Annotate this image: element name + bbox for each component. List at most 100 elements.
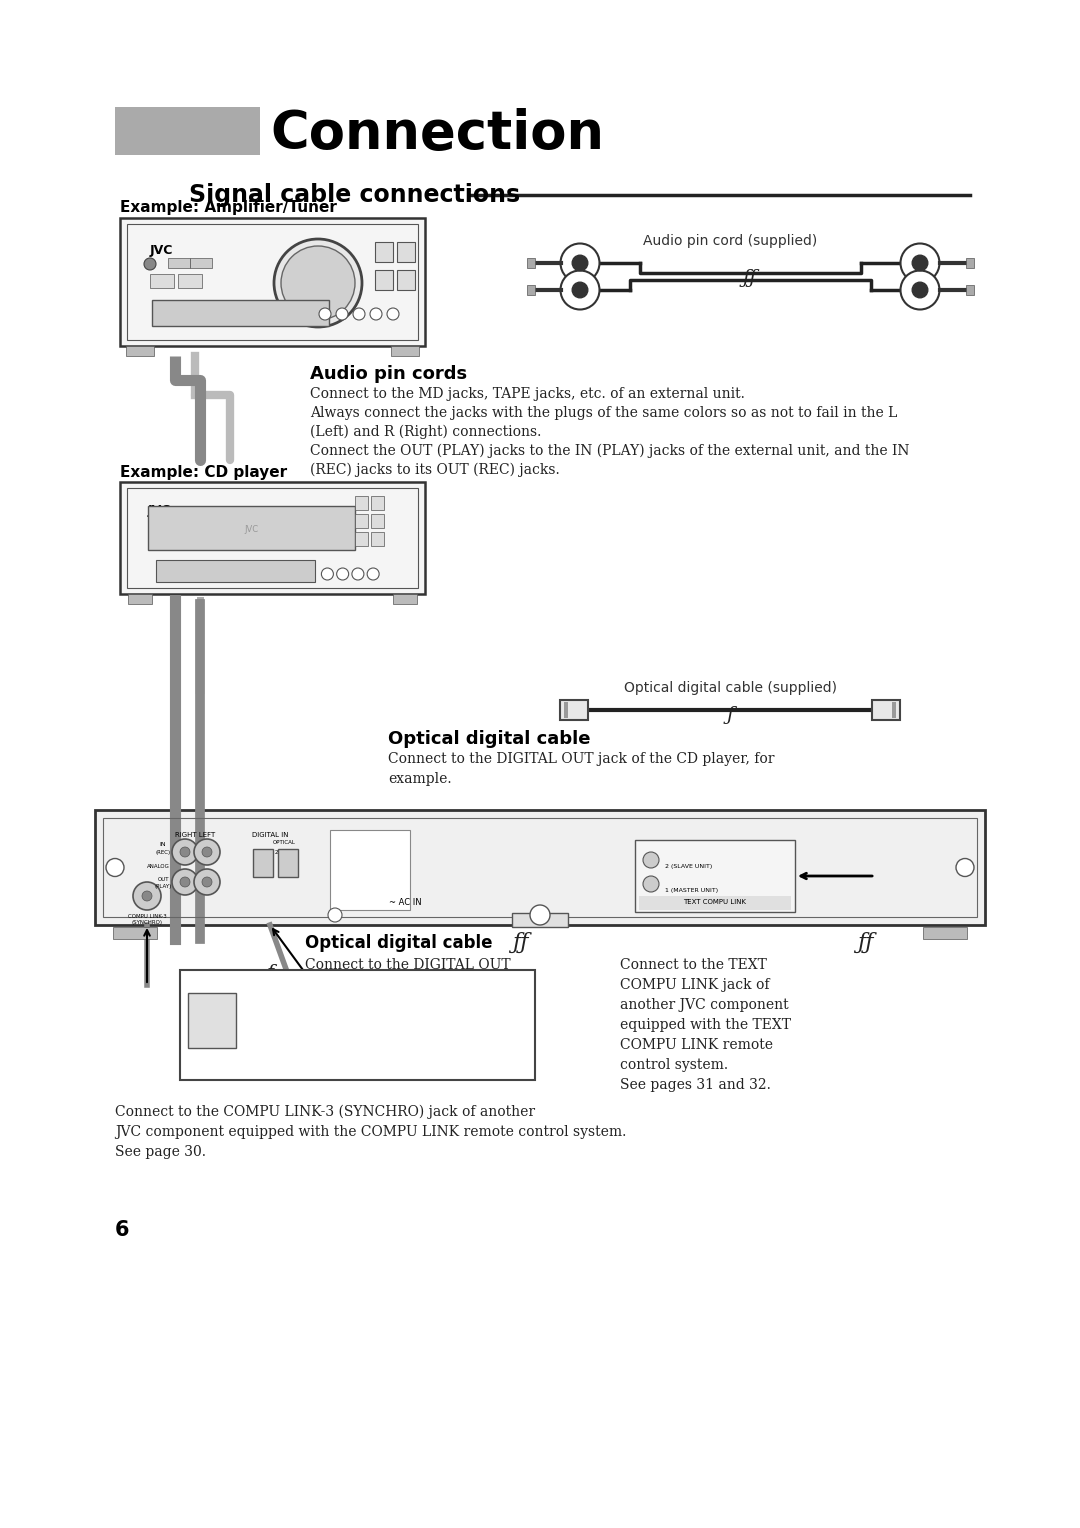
Text: Signal cable connections: Signal cable connections xyxy=(189,183,521,206)
Circle shape xyxy=(172,839,198,865)
Circle shape xyxy=(561,243,599,283)
Text: ƒ: ƒ xyxy=(727,706,733,724)
Text: ƒƒ: ƒƒ xyxy=(856,932,874,953)
Circle shape xyxy=(322,568,334,581)
Bar xyxy=(190,258,212,267)
Bar xyxy=(564,701,568,718)
Circle shape xyxy=(913,255,928,270)
Text: OUT: OUT xyxy=(158,877,168,882)
Bar xyxy=(152,299,329,325)
Bar xyxy=(103,817,977,917)
Circle shape xyxy=(367,568,379,581)
Circle shape xyxy=(194,869,220,895)
Text: equipped with the TEXT: equipped with the TEXT xyxy=(620,1018,791,1031)
Bar xyxy=(95,810,985,924)
Bar xyxy=(355,532,368,545)
Text: (REC): (REC) xyxy=(156,850,171,856)
Circle shape xyxy=(106,859,124,877)
Bar xyxy=(397,241,415,261)
Text: 1 (MASTER UNIT): 1 (MASTER UNIT) xyxy=(665,888,718,892)
Bar xyxy=(188,993,237,1048)
Bar xyxy=(120,219,426,345)
Bar xyxy=(892,701,896,718)
Text: JVC: JVC xyxy=(150,244,174,257)
Text: 2 (SLAVE UNIT): 2 (SLAVE UNIT) xyxy=(665,863,712,869)
Bar xyxy=(375,241,393,261)
Circle shape xyxy=(337,568,349,581)
Circle shape xyxy=(194,839,220,865)
Text: ƒƒ: ƒƒ xyxy=(512,932,528,953)
Bar xyxy=(923,927,967,940)
Text: Audio pin cord (supplied): Audio pin cord (supplied) xyxy=(643,234,818,248)
Bar xyxy=(278,850,298,877)
Text: JVC: JVC xyxy=(245,526,259,535)
Circle shape xyxy=(352,568,364,581)
Bar xyxy=(120,481,426,594)
Bar xyxy=(126,345,154,356)
Text: Connect the OUT (PLAY) jacks to the IN (PLAY) jacks of the external unit, and th: Connect the OUT (PLAY) jacks to the IN (… xyxy=(310,445,909,458)
Bar xyxy=(113,927,157,940)
Circle shape xyxy=(572,283,588,298)
Text: Optical digital cable: Optical digital cable xyxy=(388,730,591,749)
Bar xyxy=(397,270,415,290)
Circle shape xyxy=(643,853,659,868)
Text: Connect to the DIGITAL OUT jack of the CD player, for: Connect to the DIGITAL OUT jack of the C… xyxy=(388,752,774,766)
Bar xyxy=(355,513,368,529)
Circle shape xyxy=(133,882,161,911)
Text: jack of your DBS tuner, etc.: jack of your DBS tuner, etc. xyxy=(305,978,499,992)
Circle shape xyxy=(180,847,190,857)
Bar xyxy=(253,850,273,877)
Bar xyxy=(180,970,535,1080)
Text: RIGHT LEFT: RIGHT LEFT xyxy=(175,833,215,837)
Bar xyxy=(330,830,410,911)
Text: another JVC component: another JVC component xyxy=(620,998,788,1012)
Bar xyxy=(370,513,383,529)
Text: (REC) jacks to its OUT (REC) jacks.: (REC) jacks to its OUT (REC) jacks. xyxy=(310,463,559,477)
Circle shape xyxy=(956,859,974,877)
Circle shape xyxy=(144,258,156,270)
Circle shape xyxy=(202,877,212,886)
Text: See pages 31 and 32.: See pages 31 and 32. xyxy=(620,1077,771,1093)
Bar xyxy=(393,594,417,604)
Bar xyxy=(872,700,900,720)
Circle shape xyxy=(319,309,330,319)
Bar xyxy=(178,274,202,287)
Bar xyxy=(370,532,383,545)
Text: JVC: JVC xyxy=(148,504,172,516)
Bar xyxy=(127,225,418,341)
Bar xyxy=(966,258,973,269)
Text: Connect to the TEXT: Connect to the TEXT xyxy=(620,958,767,972)
Text: 6: 6 xyxy=(114,1219,130,1241)
Bar xyxy=(370,497,383,510)
Text: TEXT COMPU LINK: TEXT COMPU LINK xyxy=(684,898,746,905)
Text: Keep the cap in a safe place so you can: Keep the cap in a safe place so you can xyxy=(252,1030,501,1044)
Bar xyxy=(129,594,152,604)
Circle shape xyxy=(353,309,365,319)
Circle shape xyxy=(281,246,355,319)
Text: Always connect the jacks with the plugs of the same colors so as not to fail in : Always connect the jacks with the plugs … xyxy=(310,406,897,420)
Text: Be sure to remove the protective cap: Be sure to remove the protective cap xyxy=(252,992,487,1005)
Circle shape xyxy=(913,283,928,298)
Text: COMPU LINK jack of: COMPU LINK jack of xyxy=(620,978,769,992)
Text: Example: CD player: Example: CD player xyxy=(120,465,287,480)
Text: ƒƒ: ƒƒ xyxy=(743,269,757,287)
Circle shape xyxy=(530,905,550,924)
Text: before using the DIGITAL IN terminals.: before using the DIGITAL IN terminals. xyxy=(252,1012,503,1024)
Text: JVC component equipped with the COMPU LINK remote control system.: JVC component equipped with the COMPU LI… xyxy=(114,1125,626,1138)
Circle shape xyxy=(901,270,940,310)
Text: See page 30.: See page 30. xyxy=(114,1144,206,1160)
Text: 2: 2 xyxy=(275,850,279,856)
Text: Connection: Connection xyxy=(270,108,604,160)
Text: ~ AC IN: ~ AC IN xyxy=(389,898,421,908)
Text: Audio pin cords: Audio pin cords xyxy=(310,365,468,384)
Text: Optical digital cable (supplied): Optical digital cable (supplied) xyxy=(623,681,837,695)
Circle shape xyxy=(561,270,599,310)
Text: COMPU LINK remote: COMPU LINK remote xyxy=(620,1038,773,1051)
Bar xyxy=(156,559,314,582)
Bar xyxy=(561,700,588,720)
Text: Connect to the COMPU LINK-3 (SYNCHRO) jack of another: Connect to the COMPU LINK-3 (SYNCHRO) ja… xyxy=(114,1105,535,1120)
Text: example.: example. xyxy=(388,772,451,785)
Bar xyxy=(375,270,393,290)
Circle shape xyxy=(274,238,362,327)
Circle shape xyxy=(172,869,198,895)
